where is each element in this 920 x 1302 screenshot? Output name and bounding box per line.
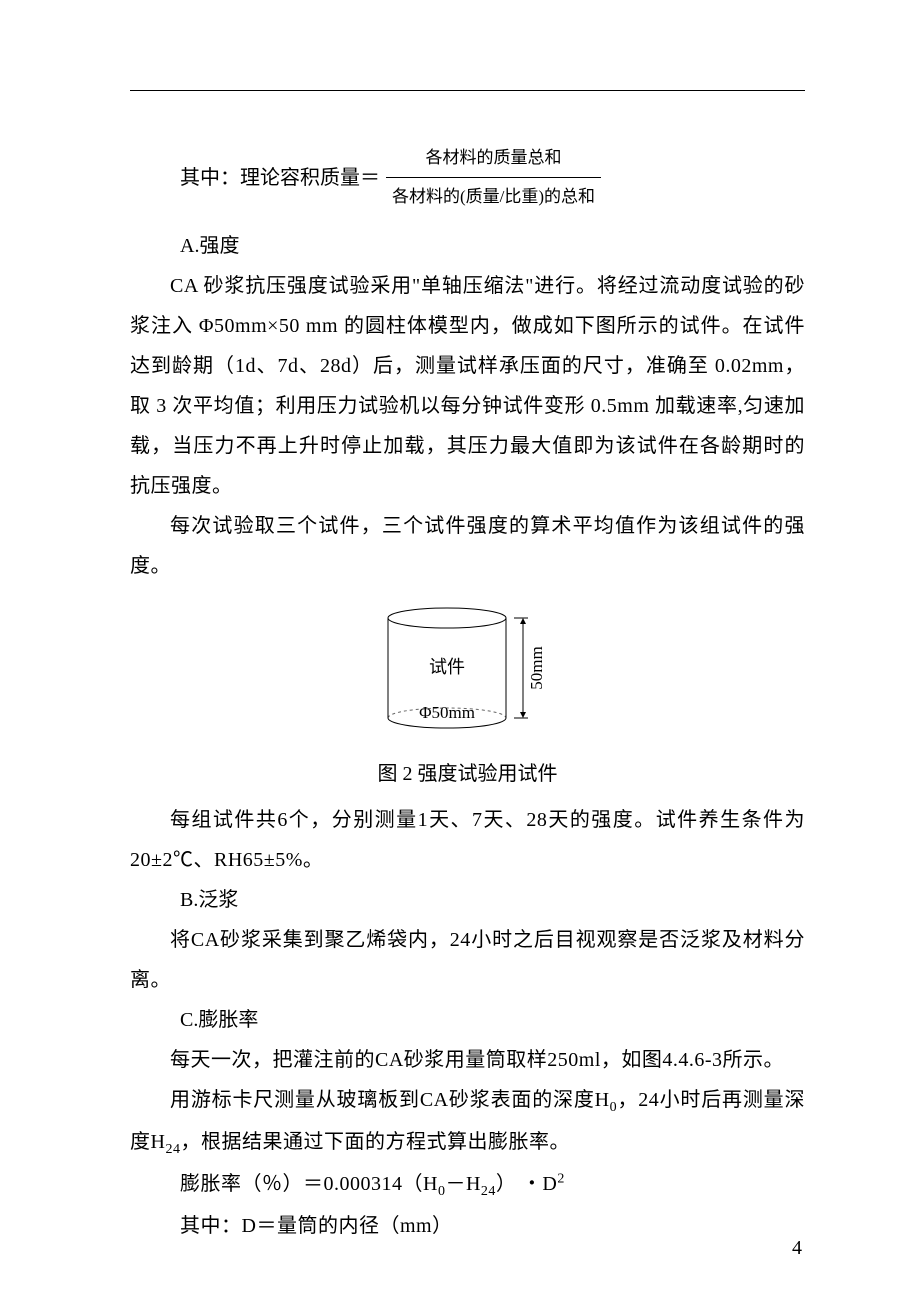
section-a-paragraph-1: CA 砂浆抗压强度试验采用"单轴压缩法"进行。将经过流动度试验的砂浆注入 Φ50…: [130, 266, 805, 506]
p2-post: ，根据结果通过下面的方程式算出膨胀率。: [180, 1131, 570, 1153]
cf-sup: 2: [557, 1171, 565, 1186]
section-c-where: 其中：D＝量筒的内径（mm）: [130, 1206, 805, 1246]
height-label: 50mm: [527, 646, 546, 689]
figure-caption: 图 2 强度试验用试件: [130, 754, 805, 794]
cf-pre: 膨胀率（％）＝0.000314（H: [180, 1173, 438, 1195]
after-figure-paragraph: 每组试件共6个，分别测量1天、7天、28天的强度。试件养生条件为20±2℃、RH…: [130, 800, 805, 880]
document-page: 其中：理论容积质量＝ 各材料的质量总和 各材料的(质量/比重)的总和 A.强度 …: [0, 0, 920, 1302]
section-c-formula: 膨胀率（％）＝0.000314（H0－H24） ・D2: [130, 1164, 805, 1206]
section-c-heading: C.膨胀率: [130, 1000, 805, 1040]
cf-sub2: 24: [481, 1184, 496, 1199]
fraction: 各材料的质量总和 各材料的(质量/比重)的总和: [386, 141, 601, 214]
cylinder-label: 试件: [429, 657, 465, 677]
p2-sub2: 24: [165, 1142, 180, 1157]
p2-pre: 用游标卡尺测量从玻璃板到CA砂浆表面的深度H: [170, 1089, 610, 1111]
cf-post: ） ・D: [496, 1173, 557, 1195]
p2-sub1: 0: [610, 1100, 618, 1115]
section-c-paragraph-2: 用游标卡尺测量从玻璃板到CA砂浆表面的深度H0，24小时后再测量深度H24，根据…: [130, 1080, 805, 1164]
page-number: 4: [792, 1237, 802, 1260]
section-b-paragraph-1: 将CA砂浆采集到聚乙烯袋内，24小时之后目视观察是否泛浆及材料分离。: [130, 920, 805, 1000]
cf-mid: －H: [445, 1173, 480, 1195]
section-b-heading: B.泛浆: [130, 880, 805, 920]
formula-prefix: 其中：理论容积质量＝: [180, 158, 380, 198]
header-rule: [130, 90, 805, 91]
formula-theoretical-volume-mass: 其中：理论容积质量＝ 各材料的质量总和 各材料的(质量/比重)的总和: [130, 141, 805, 214]
diameter-label: Φ50mm: [419, 703, 475, 722]
figure-specimen: 试件 Φ50mm 50mm: [130, 598, 805, 748]
section-c-paragraph-1: 每天一次，把灌注前的CA砂浆用量筒取样250ml，如图4.4.6-3所示。: [130, 1040, 805, 1080]
section-a-paragraph-2: 每次试验取三个试件，三个试件强度的算术平均值作为该组试件的强度。: [130, 506, 805, 586]
fraction-numerator: 各材料的质量总和: [414, 141, 574, 177]
cylinder-diagram: 试件 Φ50mm 50mm: [358, 598, 578, 748]
section-a-heading: A.强度: [130, 226, 805, 266]
fraction-denominator: 各材料的(质量/比重)的总和: [386, 177, 601, 214]
